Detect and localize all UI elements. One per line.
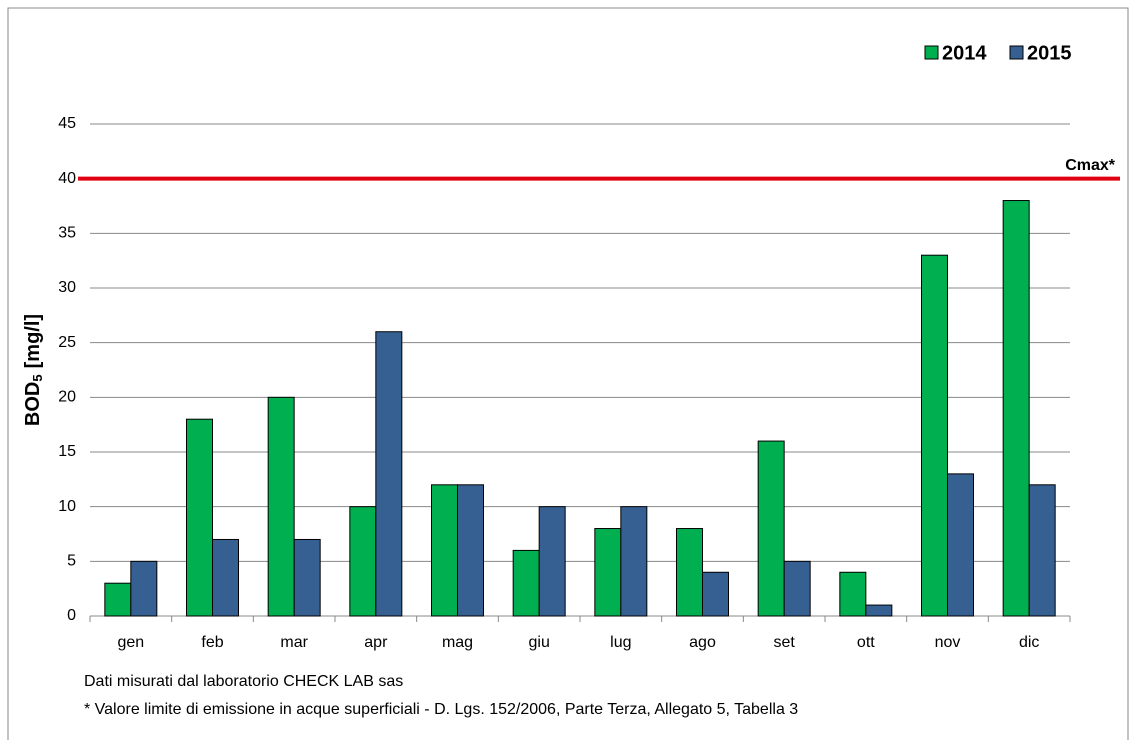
x-tick-label: nov [935,634,961,651]
footnote: * Valore limite di emissione in acque su… [84,701,798,718]
bar [457,484,484,617]
y-axis-label-sub: 5 [30,374,45,381]
y-tick-label: 35 [58,225,76,242]
x-tick-label: gen [117,634,144,651]
bar [267,396,295,617]
bar [594,528,622,617]
bar [186,418,213,617]
chart-frame [7,7,1129,740]
y-axis-label-part: [mg/l] [22,314,44,368]
bar [431,484,458,617]
bar [620,506,648,617]
bar [676,528,703,617]
bar [783,560,811,617]
bar [757,440,785,617]
bar [947,473,974,617]
bar [293,538,321,617]
bar [1028,484,1056,617]
bar [921,254,948,617]
bar [375,331,403,617]
bar [839,571,867,617]
y-axis-label-part: BOD [22,382,44,426]
legend-swatch [924,45,939,60]
x-tick-label: lug [610,634,631,651]
x-tick-label: feb [201,634,223,651]
bar [702,571,729,617]
y-tick-label: 10 [58,498,76,515]
bar [130,560,158,617]
bar [212,538,239,617]
y-tick-label: 30 [58,279,76,296]
x-tick-label: set [773,634,795,651]
footnote: Dati misurati dal laboratorio CHECK LAB … [84,673,403,690]
legend-text: 2015 [1027,42,1072,64]
y-tick-label: 20 [58,389,76,406]
bar [349,506,377,617]
legend-swatch [1009,45,1024,60]
x-tick-label: apr [364,634,388,651]
reference-label: Cmax* [1065,157,1116,174]
x-tick-label: ott [857,634,875,651]
y-tick-label: 40 [58,170,76,187]
legend-text: 2014 [942,42,987,64]
bar [512,549,540,617]
y-tick-label: 5 [67,553,76,570]
x-tick-label: ago [689,634,716,651]
y-axis-label: BOD5 [mg/l] [22,314,45,426]
x-tick-label: giu [528,634,549,651]
x-tick-label: mar [280,634,308,651]
y-tick-label: 15 [58,443,76,460]
y-tick-label: 45 [58,115,76,132]
bar [104,582,132,617]
x-tick-label: dic [1019,634,1039,651]
y-tick-label: 25 [58,334,76,351]
y-tick-label: 0 [67,607,76,624]
bar [865,604,893,617]
x-tick-label: mag [442,634,473,651]
bar [1002,200,1030,617]
bar [538,506,566,617]
